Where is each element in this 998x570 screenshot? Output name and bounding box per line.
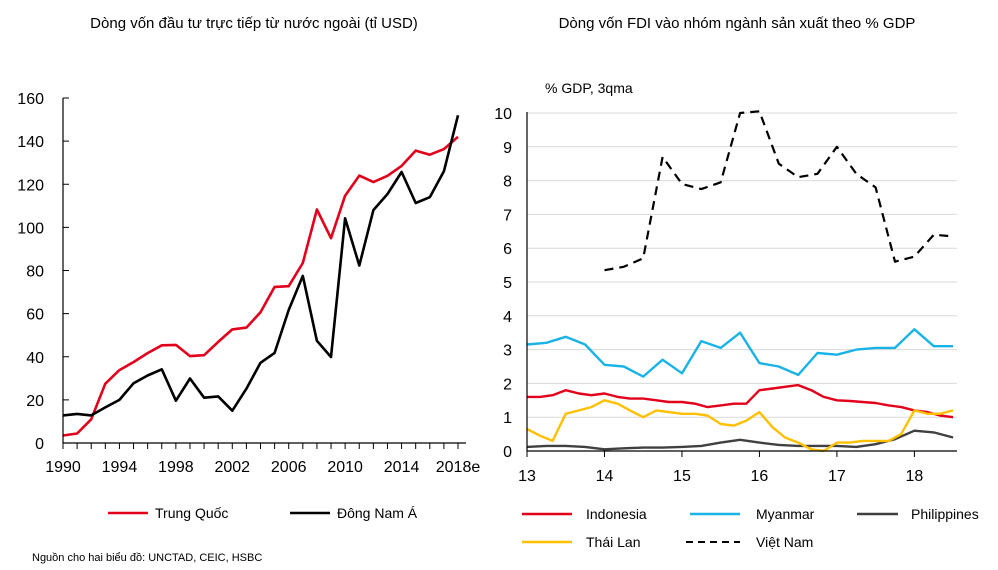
series-line-viet-nam [604, 110, 954, 272]
right-y-tick-3: 3 [503, 343, 512, 360]
left-plot-lines [62, 114, 460, 437]
left-y-tick-labels: 0 20 40 60 80 100 120 140 160 [17, 91, 69, 453]
right-y-tick-7: 7 [503, 207, 512, 224]
right-legend: Indonesia Myanmar Philippines Thái Lan V… [522, 506, 979, 550]
legend-label-myanmar: Myanmar [756, 506, 815, 522]
legend-label-trung-quoc: Trung Quốc [155, 505, 228, 521]
left-x-tick-2010: 2010 [327, 459, 363, 476]
left-y-tick-40: 40 [26, 350, 44, 367]
right-y-tick-6: 6 [503, 241, 512, 258]
left-y-tick-0: 0 [35, 436, 44, 453]
series-line-thai-lan [526, 399, 954, 453]
right-x-tick-15: 15 [673, 468, 691, 485]
left-y-tick-20: 20 [26, 393, 44, 410]
left-y-tick-80: 80 [26, 264, 44, 281]
right-y-tick-0: 0 [503, 444, 512, 461]
left-legend: Trung Quốc Đông Nam Á [108, 505, 418, 521]
right-plot-lines [526, 110, 954, 453]
left-x-tick-2002: 2002 [214, 459, 250, 476]
series-line-philippines [526, 429, 954, 451]
legend-label-dong-nam-a: Đông Nam Á [337, 505, 418, 521]
right-y-tick-5: 5 [503, 275, 512, 292]
legend-label-indonesia: Indonesia [586, 506, 647, 522]
series-line-trung-quoc [62, 135, 459, 437]
left-chart-title: Dòng vốn đầu tư trực tiếp từ nước ngoài … [90, 15, 418, 32]
left-y-tick-60: 60 [26, 307, 44, 324]
right-gridlines [527, 112, 957, 418]
left-y-tick-140: 140 [17, 134, 44, 151]
right-y-tick-4: 4 [503, 309, 512, 326]
right-y-tick-1: 1 [503, 410, 512, 427]
series-line-myanmar [526, 328, 954, 378]
right-x-tick-13: 13 [518, 468, 536, 485]
left-x-tick-1994: 1994 [102, 459, 138, 476]
legend-label-thai-lan: Thái Lan [586, 534, 640, 550]
right-y-tick-9: 9 [503, 140, 512, 157]
left-x-tick-2006: 2006 [271, 459, 307, 476]
left-y-tick-120: 120 [17, 177, 44, 194]
right-chart-ylabel: % GDP, 3qma [545, 80, 633, 96]
left-x-tick-2014: 2014 [384, 459, 420, 476]
right-x-tick-labels: 13 14 15 16 17 18 [518, 451, 923, 485]
right-x-tick-17: 17 [828, 468, 846, 485]
source-note: Nguồn cho hai biểu đồ: UNCTAD, CEIC, HSB… [32, 552, 262, 564]
left-x-tick-labels: 1990 1994 1998 2002 2006 2010 2014 2018e [45, 443, 480, 476]
right-y-tick-8: 8 [503, 174, 512, 191]
right-chart-title: Dòng vốn FDI vào nhóm ngành sản xuất the… [559, 15, 916, 32]
left-x-tick-2018e: 2018e [436, 459, 481, 476]
left-x-tick-1990: 1990 [45, 459, 81, 476]
right-y-tick-10: 10 [494, 106, 512, 123]
legend-label-philippines: Philippines [911, 506, 979, 522]
left-y-tick-160: 160 [17, 91, 44, 108]
series-line-dong-nam-a [62, 114, 460, 417]
left-y-tick-100: 100 [17, 220, 44, 237]
right-y-tick-2: 2 [503, 376, 512, 393]
right-y-tick-labels: 0 1 2 3 4 5 6 7 8 9 10 [494, 106, 512, 461]
right-x-tick-16: 16 [751, 468, 769, 485]
right-x-tick-14: 14 [596, 468, 614, 485]
right-x-tick-18: 18 [905, 468, 923, 485]
series-line-indonesia [527, 383, 954, 419]
legend-label-viet-nam: Việt Nam [756, 534, 813, 550]
left-x-tick-1998: 1998 [158, 459, 194, 476]
